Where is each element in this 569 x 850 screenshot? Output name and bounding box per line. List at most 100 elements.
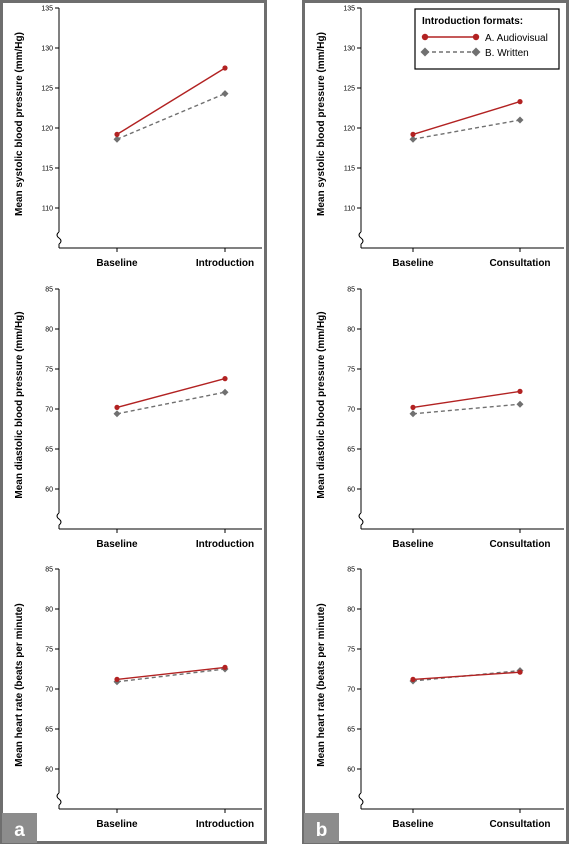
y-tick-label: 70 bbox=[45, 687, 53, 694]
y-axis-label: Mean heart rate (beats per minute) bbox=[14, 603, 25, 766]
data-point-written bbox=[409, 135, 417, 143]
panel-b-badge bbox=[304, 813, 339, 843]
y-tick-label: 125 bbox=[41, 86, 53, 93]
y-tick-label: 65 bbox=[45, 727, 53, 734]
data-point-written bbox=[409, 410, 417, 418]
series-line-written bbox=[412, 403, 521, 415]
legend-marker-audiovisual bbox=[421, 33, 429, 41]
data-point-audiovisual bbox=[222, 65, 228, 71]
legend-marker-written bbox=[420, 47, 430, 57]
panel-b-frame bbox=[302, 0, 569, 844]
panel-a-badge bbox=[2, 813, 37, 843]
y-tick-label: 130 bbox=[41, 46, 53, 53]
chart-a-1: 110 115 120 125 130 135 Baseline Introduction Me… bbox=[14, 6, 262, 269]
y-tick-label: 65 bbox=[347, 727, 355, 734]
y-tick-label: 70 bbox=[347, 407, 355, 414]
series-line-written bbox=[116, 92, 226, 140]
x-tick-label: Baseline bbox=[96, 539, 138, 550]
y-axis-label: Mean diastolic blood pressure (mm/Hg) bbox=[14, 311, 25, 498]
y-tick-label: 80 bbox=[45, 327, 53, 334]
y-axis-break bbox=[56, 512, 62, 526]
x-tick-label: Introduction bbox=[196, 258, 254, 269]
y-tick-label: 85 bbox=[45, 567, 53, 574]
y-tick-label: 115 bbox=[344, 166, 355, 173]
chart-a-2: 60 65 70 75 80 85 Baseline Introduction Mean dia… bbox=[14, 287, 262, 550]
y-tick-label: 135 bbox=[41, 6, 53, 13]
y-tick-label: 60 bbox=[45, 487, 53, 494]
y-tick-label: 65 bbox=[45, 447, 53, 454]
y-tick-label: 85 bbox=[347, 567, 355, 574]
legend-label-written: B. Written bbox=[485, 48, 529, 59]
y-axis-break bbox=[358, 231, 364, 245]
series-line-audiovisual bbox=[116, 666, 226, 681]
data-point-written bbox=[516, 116, 524, 124]
series-line-audiovisual bbox=[412, 671, 521, 681]
legend-box bbox=[414, 8, 560, 70]
data-point-audiovisual bbox=[222, 376, 228, 382]
chart-b-1: 110 115 120 125 130 135 Baseline Consultation Me… bbox=[316, 6, 564, 269]
y-axis-break bbox=[56, 231, 62, 245]
y-axis-break bbox=[358, 792, 364, 806]
data-point-written bbox=[516, 400, 524, 408]
panel-a-letter: a bbox=[14, 820, 25, 841]
x-tick-label: Consultation bbox=[489, 539, 550, 550]
y-tick-label: 75 bbox=[347, 367, 355, 374]
legend-marker-audiovisual-end bbox=[472, 33, 480, 41]
data-point-audiovisual bbox=[517, 99, 523, 105]
y-tick-label: 65 bbox=[347, 447, 355, 454]
series-line-audiovisual bbox=[116, 377, 226, 409]
x-tick-label: Baseline bbox=[96, 819, 138, 830]
legend-label-audiovisual: A. Audiovisual bbox=[485, 33, 548, 44]
y-tick-label: 60 bbox=[347, 487, 355, 494]
y-tick-label: 85 bbox=[45, 287, 53, 294]
y-tick-label: 75 bbox=[347, 647, 355, 654]
panel-a-frame bbox=[0, 0, 267, 844]
y-axis-break bbox=[358, 512, 364, 526]
y-tick-label: 70 bbox=[347, 687, 355, 694]
data-point-audiovisual bbox=[517, 669, 523, 675]
y-axis-label: Mean systolic blood pressure (mm/Hg) bbox=[14, 32, 25, 216]
data-point-audiovisual bbox=[517, 388, 523, 394]
y-axis-break bbox=[56, 792, 62, 806]
data-point-written bbox=[113, 135, 121, 143]
y-tick-label: 80 bbox=[45, 607, 53, 614]
y-tick-label: 75 bbox=[45, 647, 53, 654]
x-tick-label: Baseline bbox=[392, 539, 434, 550]
panel-b-letter: b bbox=[316, 820, 328, 841]
y-axis-label: Mean diastolic blood pressure (mm/Hg) bbox=[316, 311, 327, 498]
series-line-written bbox=[412, 669, 521, 682]
chart-b-3: 60 65 70 75 80 85 Baseline Consultation Mean hea… bbox=[316, 567, 564, 830]
y-tick-label: 120 bbox=[41, 126, 53, 133]
data-point-audiovisual bbox=[410, 676, 416, 683]
series-line-audiovisual bbox=[412, 390, 521, 409]
y-tick-label: 85 bbox=[347, 287, 355, 294]
x-tick-label: Introduction bbox=[196, 539, 254, 550]
charts-layer: 110 115 120 125 130 135 Baseline Introduction Me… bbox=[14, 6, 564, 830]
data-point-written bbox=[221, 388, 229, 396]
x-tick-label: Baseline bbox=[392, 258, 434, 269]
legend: Introduction formats: A. Audiovisual B. … bbox=[414, 8, 560, 70]
series-line-written bbox=[116, 391, 226, 415]
y-tick-label: 120 bbox=[343, 126, 355, 133]
y-tick-label: 110 bbox=[344, 206, 355, 213]
y-tick-label: 135 bbox=[343, 6, 355, 13]
x-tick-label: Introduction bbox=[196, 819, 254, 830]
x-tick-label: Consultation bbox=[489, 258, 550, 269]
legend-title: Introduction formats: bbox=[422, 16, 523, 27]
data-point-audiovisual bbox=[410, 131, 416, 137]
data-point-audiovisual bbox=[410, 404, 416, 410]
data-point-audiovisual bbox=[114, 676, 120, 683]
data-point-written bbox=[221, 90, 229, 98]
series-line-audiovisual bbox=[412, 100, 521, 136]
y-tick-label: 110 bbox=[42, 206, 53, 213]
x-tick-label: Baseline bbox=[96, 258, 138, 269]
y-axis-label: Mean heart rate (beats per minute) bbox=[316, 603, 327, 766]
data-point-audiovisual bbox=[222, 664, 228, 671]
legend-marker-written-end bbox=[471, 47, 481, 57]
data-point-audiovisual bbox=[114, 131, 120, 137]
chart-a-3: 60 65 70 75 80 85 Baseline Introduction Mean hea… bbox=[14, 567, 262, 830]
series-line-audiovisual bbox=[116, 67, 226, 135]
data-point-audiovisual bbox=[114, 404, 120, 410]
data-point-written bbox=[113, 410, 121, 418]
